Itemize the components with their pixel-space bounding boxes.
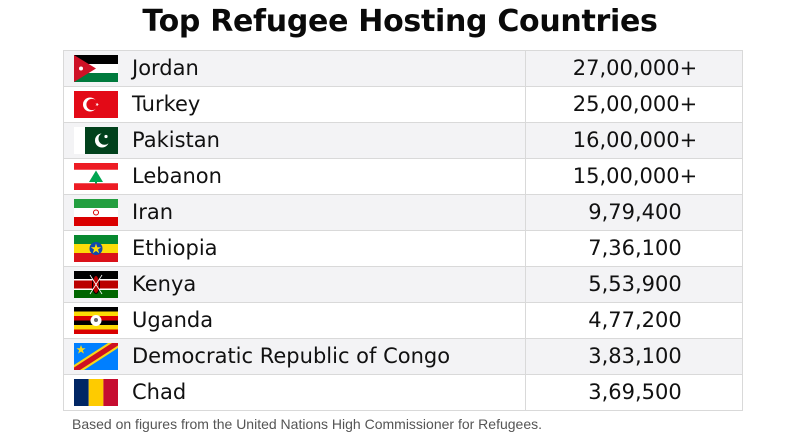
country-name: Iran [132,200,174,224]
country-name: Democratic Republic of Congo [132,344,451,368]
refugee-count: 5,53,900 [588,272,682,296]
table-row: Turkey 25,00,000+ [63,87,743,123]
refugee-count: 16,00,000+ [572,128,698,152]
refugee-count: 25,00,000+ [572,92,698,116]
column-divider [525,339,526,374]
table-row: Uganda 4,77,200 [63,303,743,339]
refugee-count: 9,79,400 [588,200,682,224]
turkey-flag-icon [74,91,118,118]
table-row: Iran 9,79,400 [63,195,743,231]
lebanon-flag-icon [74,163,118,190]
refugee-count: 15,00,000+ [572,164,698,188]
chart-title: Top Refugee Hosting Countries [142,4,658,39]
column-divider [525,231,526,266]
column-divider [525,375,526,410]
iran-flag-icon [74,199,118,226]
column-divider [525,303,526,338]
column-divider [525,159,526,194]
table-row: Kenya 5,53,900 [63,267,743,303]
country-name: Jordan [132,56,199,80]
kenya-flag-icon [74,271,118,298]
pakistan-flag-icon [74,127,118,154]
country-name: Turkey [132,92,201,116]
country-name: Lebanon [132,164,222,188]
refugee-count: 3,69,500 [588,380,682,404]
table-row: Ethiopia 7,36,100 [63,231,743,267]
ethiopia-flag-icon [74,235,118,262]
table-row: Lebanon 15,00,000+ [63,159,743,195]
jordan-flag-icon [74,55,118,82]
column-divider [525,51,526,86]
country-name: Pakistan [132,128,220,152]
country-name: Kenya [132,272,197,296]
refugee-count: 3,83,100 [588,344,682,368]
column-divider [525,123,526,158]
column-divider [525,87,526,122]
table-row: Chad 3,69,500 [63,375,743,411]
column-divider [525,195,526,230]
drc-flag-icon [74,343,118,370]
country-name: Uganda [132,308,214,332]
uganda-flag-icon [74,307,118,334]
refugee-count: 7,36,100 [588,236,682,260]
refugee-table: Jordan 27,00,000+ Turkey 25,00,000+ [63,50,743,411]
refugee-count: 4,77,200 [588,308,682,332]
refugee-count: 27,00,000+ [572,56,698,80]
source-footnote: Based on figures from the United Nations… [72,416,542,432]
country-name: Chad [132,380,187,404]
column-divider [525,267,526,302]
table-row: Jordan 27,00,000+ [63,51,743,87]
table-row: Pakistan 16,00,000+ [63,123,743,159]
chad-flag-icon [74,379,118,406]
country-name: Ethiopia [132,236,218,260]
table-row: Democratic Republic of Congo 3,83,100 [63,339,743,375]
